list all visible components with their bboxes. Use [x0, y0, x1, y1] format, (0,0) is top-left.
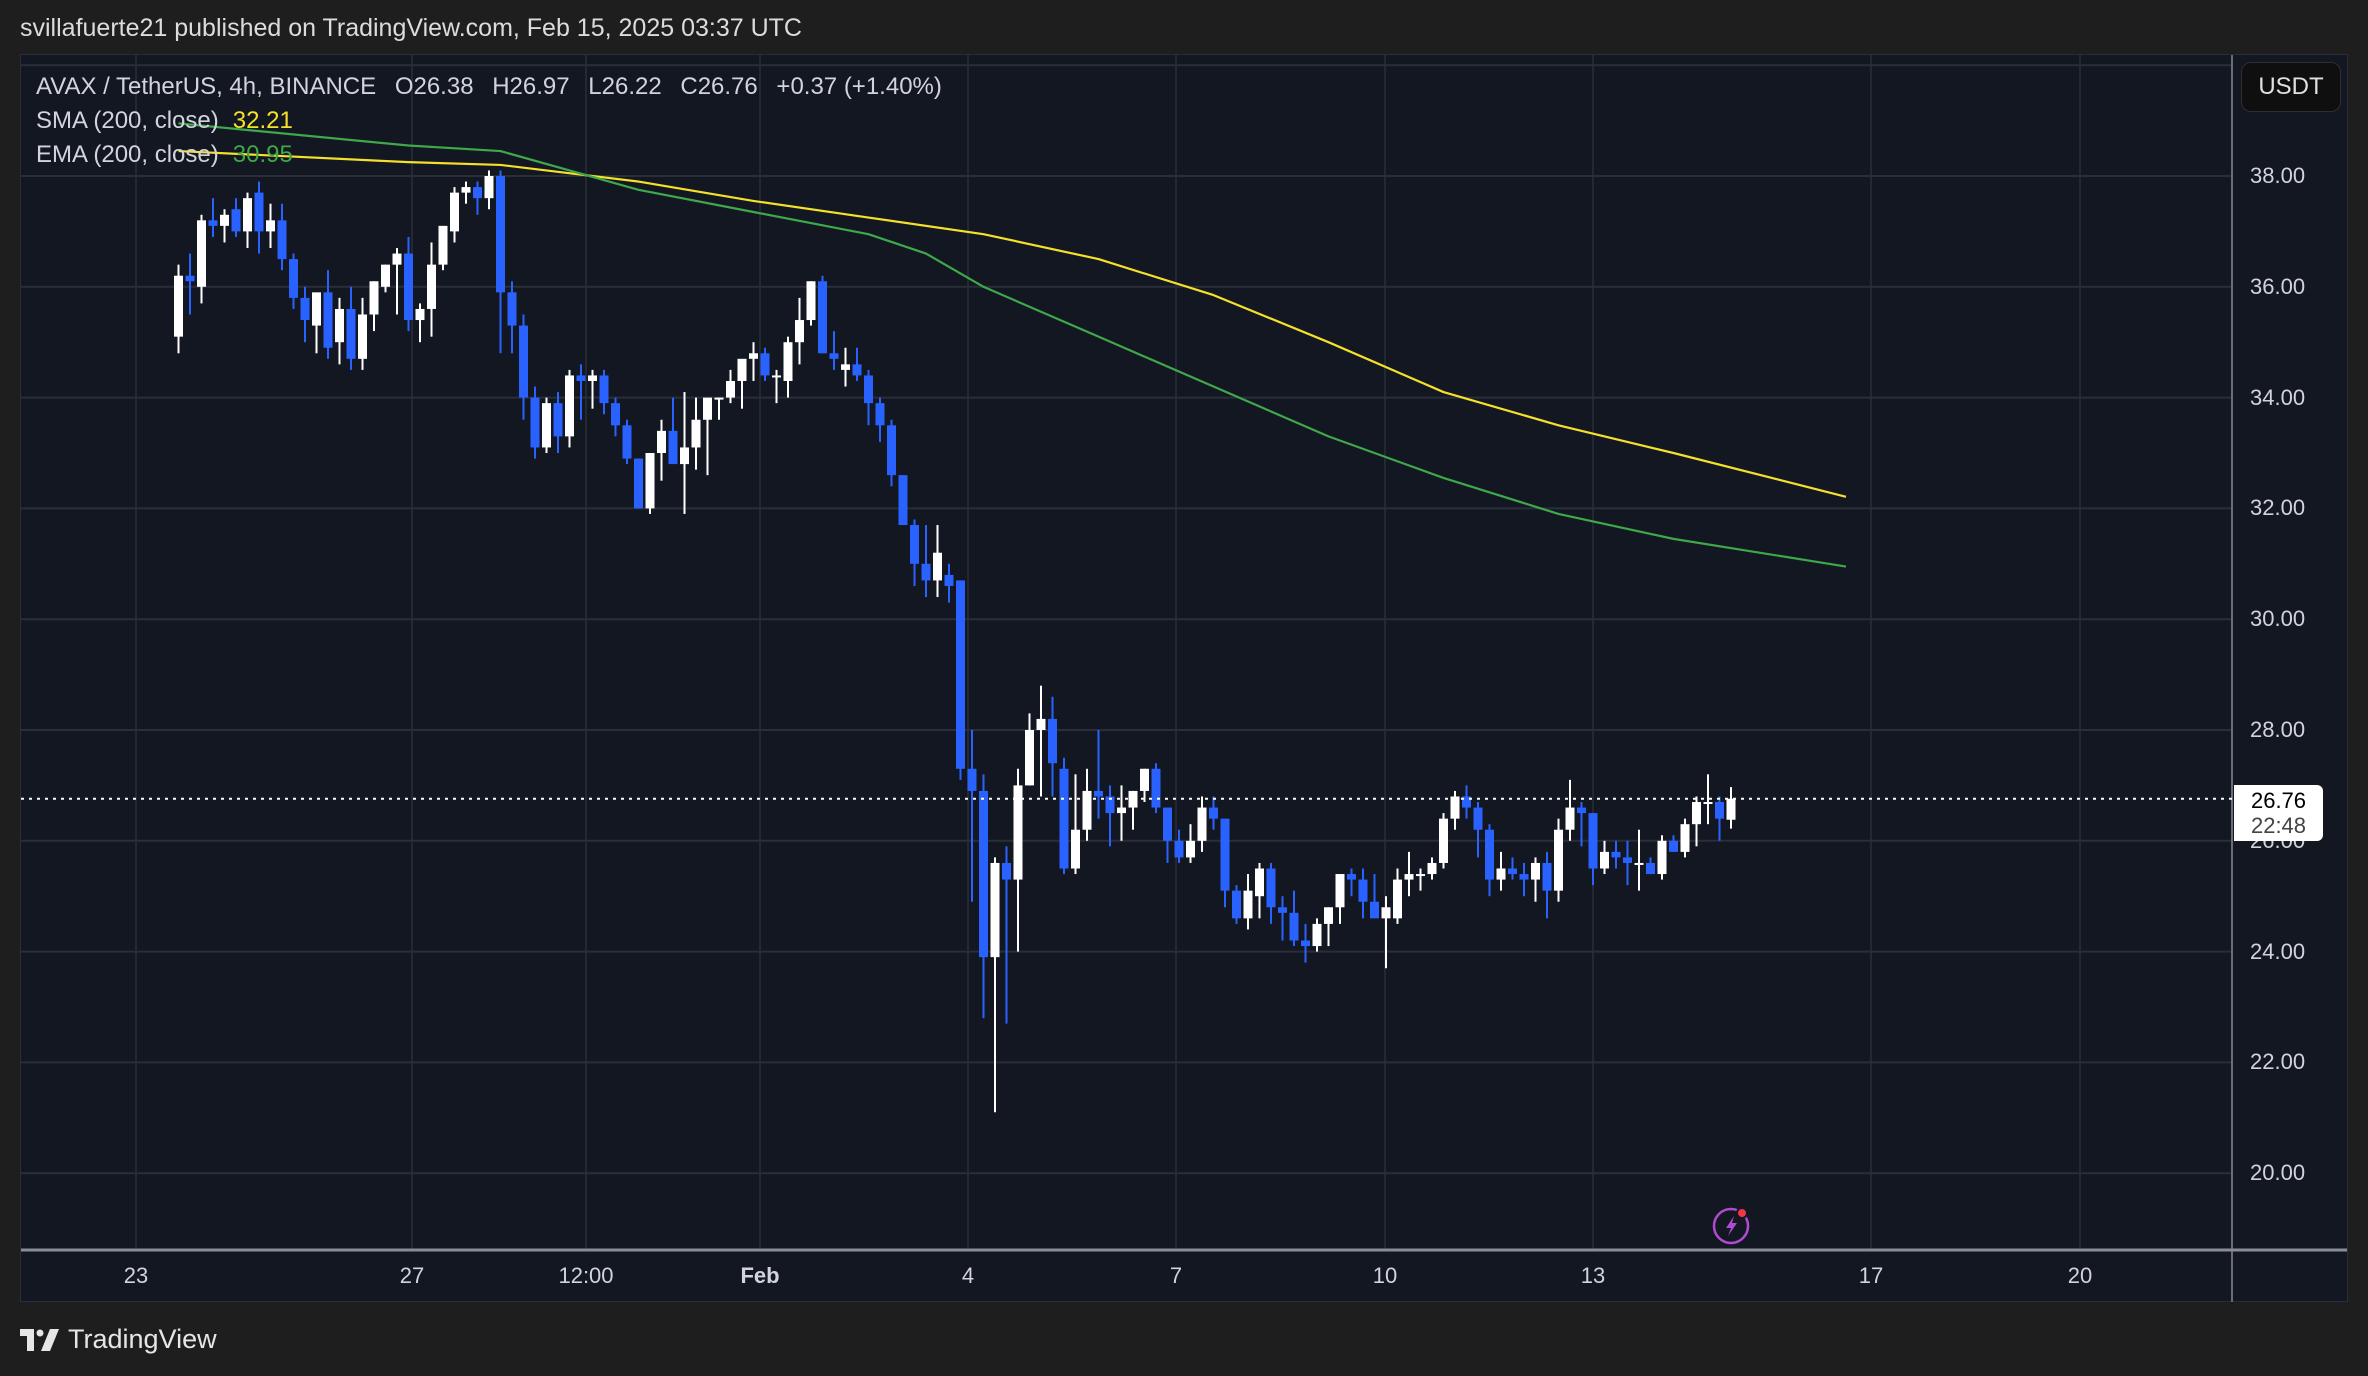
- tradingview-logo-icon: [20, 1328, 59, 1351]
- time-tick: 27: [399, 1263, 425, 1288]
- price-tick: 24.00: [2250, 938, 2306, 964]
- time-tick: 10: [1372, 1263, 1398, 1288]
- time-tick: 7: [1169, 1263, 1183, 1288]
- symbol-row: AVAX / TetherUS, 4h, BINANCE O26.38 H26.…: [36, 70, 942, 104]
- ema-row[interactable]: EMA (200, close) 30.95: [36, 138, 942, 172]
- ema-label: EMA (200, close): [36, 141, 219, 168]
- price-tick: 20.00: [2250, 1160, 2306, 1186]
- bar-countdown: 22:48: [2250, 813, 2307, 838]
- time-tick: 13: [1580, 1263, 1606, 1288]
- price-tick: 36.00: [2250, 273, 2306, 299]
- time-tick: 23: [123, 1263, 149, 1288]
- time-tick: 17: [1858, 1263, 1884, 1288]
- time-tick: 12:00: [558, 1263, 614, 1288]
- tradingview-logo[interactable]: TradingView: [20, 1324, 217, 1355]
- chart-legend: AVAX / TetherUS, 4h, BINANCE O26.38 H26.…: [36, 70, 942, 172]
- ema-value: 30.95: [232, 141, 293, 168]
- sma-value: 32.21: [232, 107, 293, 134]
- time-tick: 20: [2067, 1263, 2093, 1288]
- tradingview-logo-text: TradingView: [68, 1324, 217, 1354]
- lightning-alert-icon[interactable]: [1711, 1204, 1753, 1246]
- currency-button[interactable]: USDT: [2241, 62, 2341, 112]
- high-value: H26.97: [492, 73, 570, 100]
- price-tick: 22.00: [2250, 1049, 2306, 1075]
- price-tick: 34.00: [2250, 384, 2306, 410]
- sma-row[interactable]: SMA (200, close) 32.21: [36, 104, 942, 138]
- price-tick: 30.00: [2250, 606, 2306, 632]
- price-tick: 32.00: [2250, 495, 2306, 521]
- close-value: C26.76: [680, 73, 758, 100]
- current-price: 26.76: [2250, 788, 2307, 813]
- time-tick: 4: [961, 1263, 975, 1288]
- open-value: O26.38: [394, 73, 474, 100]
- sma-label: SMA (200, close): [36, 107, 219, 134]
- price-tick: 28.00: [2250, 717, 2306, 742]
- change-value: +0.37 (+1.40%): [776, 73, 942, 100]
- current-price-label: 26.76 22:48: [2234, 785, 2323, 841]
- symbol-label: AVAX / TetherUS, 4h, BINANCE: [36, 73, 377, 100]
- low-value: L26.22: [588, 73, 662, 100]
- published-line: svillafuerte21 published on TradingView.…: [20, 14, 802, 42]
- price-tick: 38.00: [2250, 163, 2306, 188]
- time-tick: Feb: [740, 1263, 780, 1288]
